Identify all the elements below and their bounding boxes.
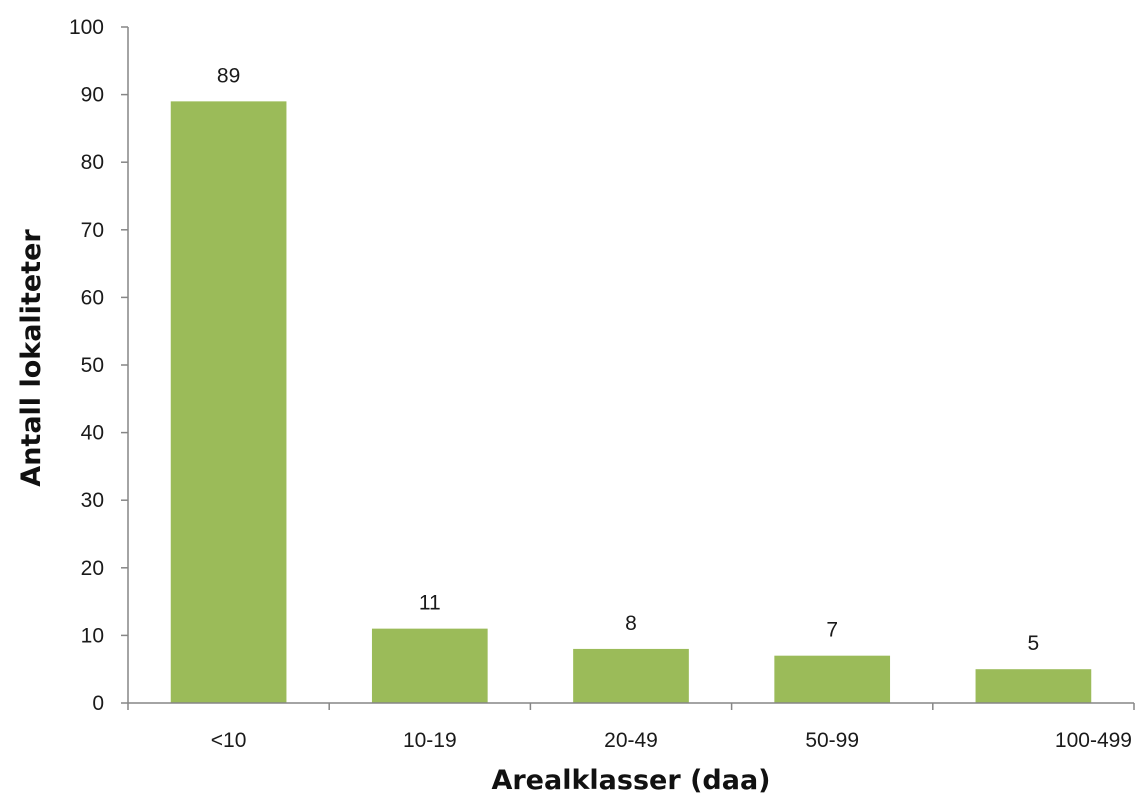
- bar: [170, 101, 287, 704]
- x-tick-label: <10: [211, 729, 247, 752]
- bar-data-label: 89: [217, 64, 240, 87]
- y-tick-label: 10: [81, 624, 104, 647]
- bar-data-label: 11: [419, 592, 441, 615]
- bar: [774, 655, 891, 703]
- bars-group: [170, 101, 1092, 704]
- y-axis-ticks: 0 10 20 30 40 50 60 70 80 90 100: [69, 16, 128, 715]
- bar-data-label: 5: [1028, 632, 1040, 655]
- x-axis-ticks: <10 10-19 20-49 50-99 100-499: [127, 703, 1135, 752]
- y-tick-label: 30: [81, 489, 104, 512]
- y-axis-title: Antall lokaliteter: [16, 229, 47, 487]
- x-tick-label: 10-19: [403, 729, 457, 752]
- y-tick-label: 80: [81, 151, 104, 174]
- x-axis-title: Arealklasser (daa): [491, 765, 770, 796]
- y-tick-label: 90: [81, 84, 104, 107]
- x-tick-label: 100-499: [1055, 729, 1132, 752]
- y-tick-label: 40: [81, 422, 104, 445]
- bar-data-label: 7: [826, 619, 838, 642]
- y-tick-label: 20: [81, 557, 104, 580]
- bar: [975, 669, 1092, 703]
- bar: [371, 628, 488, 703]
- y-tick-label: 0: [92, 692, 104, 715]
- bar-data-label: 8: [625, 612, 637, 635]
- bar-data-labels: 89 11 8 7 5: [217, 64, 1039, 655]
- y-tick-label: 60: [81, 286, 104, 309]
- bar: [573, 648, 689, 703]
- x-tick-label: 50-99: [805, 729, 859, 752]
- x-tick-label: 20-49: [604, 729, 658, 752]
- y-tick-label: 70: [81, 219, 104, 242]
- y-tick-label: 100: [69, 16, 104, 39]
- y-tick-label: 50: [81, 354, 104, 377]
